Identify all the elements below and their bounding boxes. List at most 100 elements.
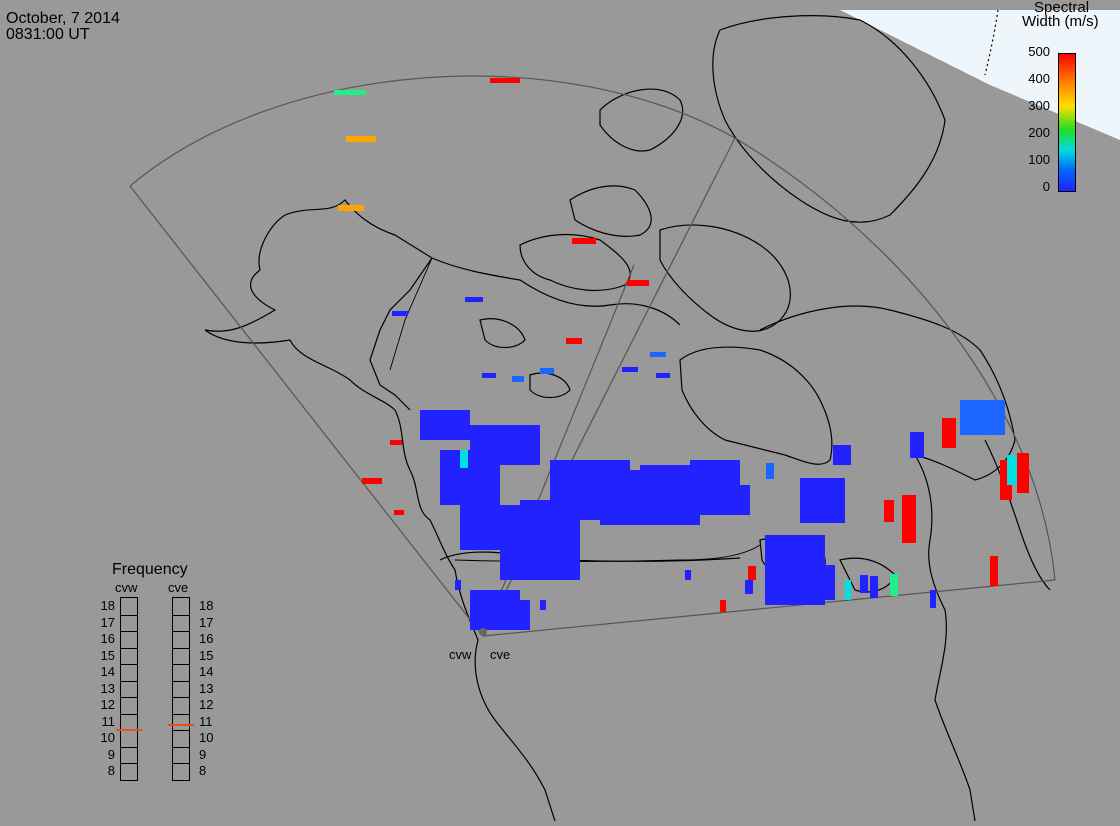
radar-east-label: cve [490, 647, 511, 662]
echo-cell [910, 432, 924, 458]
echo-cell [902, 495, 916, 543]
frequency-cell-divider [173, 713, 189, 715]
frequency-cell-divider [121, 713, 137, 715]
frequency-marker-west [116, 729, 142, 731]
colorbar [1058, 53, 1076, 192]
echo-cell [860, 575, 868, 593]
frequency-level-label: 13 [199, 680, 214, 696]
frequency-level-label: 18 [100, 598, 115, 613]
frequency-cell-divider [173, 631, 189, 632]
echo-cell [656, 373, 670, 378]
frequency-title: Frequency [112, 561, 188, 578]
colorbar-tick-100: 100 [1028, 152, 1050, 167]
echo-cell [890, 574, 898, 596]
frequency-cell-divider [173, 680, 189, 682]
echo-cells [334, 78, 1029, 630]
frequency-level-label: 8 [107, 763, 115, 778]
frequency-level-label: 8 [199, 763, 207, 778]
colorbar-tick-0: 0 [1042, 179, 1050, 194]
echo-cell [346, 136, 376, 142]
frequency-cell-divider [121, 763, 137, 764]
field-of-view [129, 75, 1056, 637]
frequency-col-east: cve [168, 580, 189, 595]
echo-cell [566, 338, 582, 344]
echo-cell [748, 566, 756, 580]
echo-cell [942, 418, 956, 448]
echo-cell [362, 478, 382, 484]
frequency-col-west: cvw [115, 580, 138, 595]
echo-cell [394, 510, 404, 515]
date-label: October, 7 2014 [6, 10, 120, 27]
echo-cell [460, 450, 468, 468]
frequency-level-label: 12 [100, 697, 115, 712]
frequency-level-label: 13 [100, 680, 115, 696]
frequency-cell-divider [173, 730, 189, 731]
frequency-cell-divider [173, 763, 189, 764]
echo-cell [338, 205, 364, 211]
echo-cell [800, 478, 845, 523]
frequency-level-label: 11 [199, 713, 213, 729]
echo-cell [960, 400, 1005, 435]
colorbar-tick-500: 500 [1028, 44, 1050, 59]
frequency-cell-divider [121, 697, 137, 698]
colorbar-tick-300: 300 [1028, 98, 1050, 113]
daylight-region [840, 10, 1120, 140]
colorbar-title-1: Spectral [1034, 0, 1090, 16]
echo-cell [520, 500, 565, 535]
echo-cell [420, 410, 470, 440]
echo-cell [455, 580, 461, 590]
echo-cell [465, 297, 483, 302]
frequency-cell-divider [121, 664, 137, 665]
colorbar-title-2: Width (m/s) [1022, 13, 1099, 30]
echo-cell [622, 367, 638, 372]
echo-cell [745, 580, 753, 594]
colorbar-tick-400: 400 [1028, 71, 1050, 86]
frequency-cell-divider [173, 746, 189, 748]
colorbar-tick-200: 200 [1028, 125, 1050, 140]
radar-site-marker [479, 628, 487, 636]
echo-cell [500, 600, 530, 630]
frequency-level-label: 9 [199, 746, 207, 762]
frequency-cell-divider [121, 614, 137, 616]
frequency-level-label: 16 [100, 631, 115, 646]
echo-cell [540, 368, 554, 374]
echo-cell [990, 556, 998, 586]
echo-cell [833, 445, 851, 465]
echo-cell [845, 580, 851, 600]
echo-cell [766, 463, 774, 479]
frequency-cell-divider [121, 647, 137, 649]
frequency-level-label: 9 [107, 746, 115, 762]
time-label: 0831:00 UT [6, 26, 90, 43]
frequency-bar-east [172, 597, 190, 781]
frequency-cell-divider [173, 647, 189, 649]
frequency-cell-divider [121, 631, 137, 632]
frequency-level-label: 18 [199, 598, 214, 613]
frequency-level-label: 10 [100, 730, 115, 745]
echo-cell [392, 311, 408, 316]
terminator-line [984, 9, 999, 76]
coastlines [204, 15, 1051, 822]
echo-cell [930, 590, 936, 608]
echo-cell [650, 352, 666, 357]
frequency-bar-west [120, 597, 138, 781]
echo-cell [627, 280, 649, 286]
echo-cell [685, 570, 691, 580]
frequency-cell-divider [173, 614, 189, 616]
frequency-marker-east [168, 724, 194, 727]
echo-cell [780, 565, 835, 600]
frequency-cell-divider [173, 664, 189, 665]
echo-cell [482, 373, 496, 378]
frequency-level-label: 15 [199, 647, 214, 663]
radar-west-label: cvw [449, 647, 472, 662]
echo-cell [390, 440, 402, 445]
echo-cell [490, 78, 520, 83]
frequency-level-label: 14 [100, 664, 115, 679]
frequency-cell-divider [121, 680, 137, 682]
echo-cell [334, 90, 366, 95]
frequency-level-label: 16 [199, 631, 214, 646]
frequency-level-label: 11 [101, 713, 116, 729]
frequency-level-label: 12 [199, 697, 214, 712]
echo-cell [512, 376, 524, 382]
echo-cell [725, 485, 750, 515]
